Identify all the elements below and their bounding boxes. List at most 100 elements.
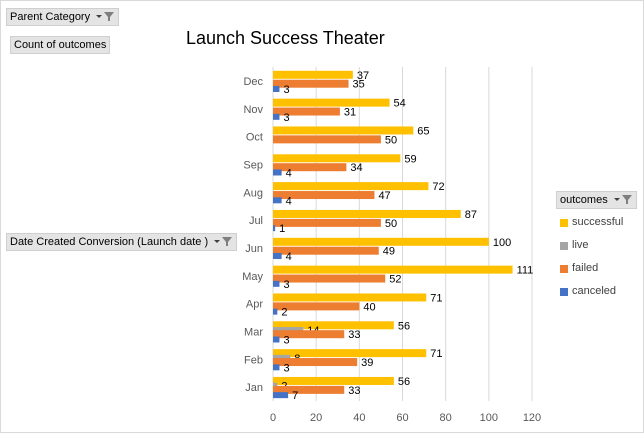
data-label-failed: 33 — [348, 329, 360, 341]
bar-canceled — [273, 308, 278, 315]
data-label-failed: 49 — [383, 246, 395, 258]
parent-category-filter-label: Parent Category — [10, 11, 91, 23]
data-label-successful: 54 — [394, 98, 406, 110]
data-label-canceled: 3 — [283, 112, 289, 124]
x-tick-label: 0 — [270, 412, 276, 424]
values-field-button[interactable]: Count of outcomes — [10, 36, 111, 54]
x-tick-label: 80 — [440, 412, 452, 424]
bar-successful — [273, 70, 353, 79]
x-tick-label: 40 — [353, 412, 365, 424]
bar-canceled — [273, 197, 282, 204]
legend-label-successful: successful — [572, 216, 624, 228]
values-field-label: Count of outcomes — [14, 39, 107, 51]
bar-successful — [273, 154, 401, 163]
y-category-label: Oct — [246, 132, 263, 144]
filter-dropdown-icon[interactable] — [95, 9, 115, 28]
y-category-label: Feb — [244, 354, 263, 366]
data-label-successful: 37 — [357, 70, 369, 82]
legend-label-live: live — [572, 239, 589, 251]
x-tick-label: 60 — [396, 412, 408, 424]
bar-canceled — [273, 364, 280, 371]
data-label-canceled: 4 — [286, 251, 292, 263]
data-label-successful: 71 — [430, 292, 442, 304]
legend-swatch-canceled — [560, 288, 568, 296]
bar-canceled — [273, 252, 282, 259]
bar-successful — [273, 98, 390, 107]
legend-swatch-successful — [560, 219, 568, 227]
y-category-label: Aug — [243, 187, 263, 199]
y-category-label: Jan — [245, 382, 263, 394]
bar-successful — [273, 321, 394, 330]
data-label-failed: 52 — [389, 274, 401, 286]
legend-field-label: outcomes — [560, 194, 608, 206]
bar-failed — [273, 79, 349, 88]
legend-swatch-live — [560, 242, 568, 250]
bar-failed — [273, 274, 386, 283]
bar-successful — [273, 265, 513, 274]
bar-live — [273, 327, 304, 334]
data-label-successful: 100 — [493, 237, 511, 249]
bar-successful — [273, 126, 414, 135]
bar-canceled — [273, 336, 280, 343]
data-label-successful: 87 — [465, 209, 477, 221]
legend: outcomes successful live failed canceled — [556, 190, 637, 307]
data-label-failed: 39 — [361, 357, 373, 369]
data-label-successful: 72 — [432, 181, 444, 193]
bar-live — [273, 382, 278, 389]
bar-successful — [273, 237, 489, 246]
legend-label-canceled: canceled — [572, 285, 617, 297]
y-category-label: Apr — [246, 299, 263, 311]
data-label-canceled: 3 — [283, 84, 289, 96]
legend-item-failed[interactable]: failed — [556, 261, 634, 284]
legend-label-failed: failed — [572, 262, 599, 274]
data-label-canceled: 3 — [283, 279, 289, 291]
data-label-successful: 59 — [404, 153, 416, 165]
chart-title: Launch Success Theater — [186, 28, 385, 48]
bar-failed — [273, 246, 379, 255]
data-label-failed: 47 — [378, 190, 390, 202]
data-label-failed: 33 — [348, 385, 360, 397]
legend-swatch-failed — [560, 265, 568, 273]
bar-canceled — [273, 113, 280, 120]
bar-failed — [273, 385, 345, 394]
data-label-canceled: 3 — [283, 334, 289, 346]
data-label-failed: 34 — [350, 162, 362, 174]
bar-canceled — [273, 392, 289, 399]
data-label-failed: 50 — [385, 218, 397, 230]
y-category-label: Nov — [243, 104, 263, 116]
data-label-canceled: 4 — [286, 167, 292, 179]
row-field-button[interactable]: Date Created Conversion (Launch date ) — [6, 233, 238, 253]
filter-dropdown-icon[interactable] — [213, 234, 233, 253]
bar-successful — [273, 376, 394, 385]
data-label-canceled: 2 — [281, 307, 287, 319]
data-label-successful: 111 — [517, 265, 534, 277]
legend-item-live[interactable]: live — [556, 238, 634, 261]
bar-failed — [273, 218, 381, 227]
bar-canceled — [273, 85, 280, 92]
data-label-canceled: 4 — [286, 195, 292, 207]
data-label-canceled: 1 — [279, 223, 285, 235]
data-label-failed: 50 — [385, 134, 397, 146]
legend-field-button[interactable]: outcomes — [556, 191, 637, 209]
y-category-label: May — [242, 271, 263, 283]
y-category-label: Jun — [245, 243, 263, 255]
data-label-failed: 31 — [344, 107, 356, 119]
bar-failed — [273, 163, 347, 172]
filter-dropdown-icon[interactable] — [613, 192, 633, 211]
y-category-label: Dec — [243, 76, 263, 88]
data-label-failed: 35 — [353, 79, 365, 91]
bar-failed — [273, 358, 358, 367]
legend-item-successful[interactable]: successful — [556, 215, 634, 238]
data-label-successful: 71 — [430, 348, 442, 360]
y-category-label: Mar — [244, 326, 263, 338]
x-tick-label: 120 — [523, 412, 541, 424]
data-label-successful: 56 — [398, 376, 410, 388]
data-label-failed: 40 — [363, 301, 375, 313]
legend-item-canceled[interactable]: canceled — [556, 284, 634, 307]
data-label-canceled: 7 — [292, 390, 298, 402]
y-category-label: Jul — [249, 215, 263, 227]
parent-category-filter[interactable]: Parent Category — [6, 8, 120, 28]
x-tick-label: 20 — [310, 412, 322, 424]
x-tick-label: 100 — [480, 412, 498, 424]
